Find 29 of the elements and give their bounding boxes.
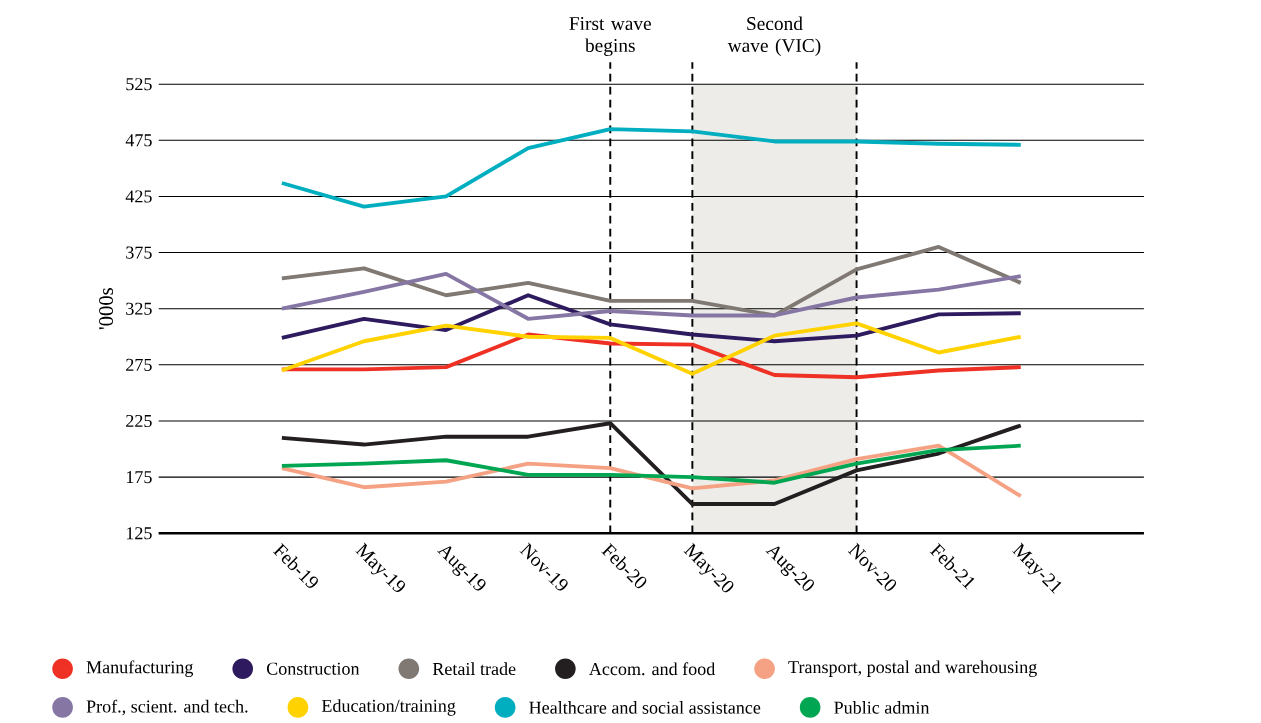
y-tick-label: 275 (126, 358, 152, 371)
legend-label: Retail trade (432, 662, 516, 676)
legend-label: Accom. and food (589, 662, 716, 676)
legend-label: Transport, postal and warehousing (788, 660, 1037, 677)
legend-label: Manufacturing (86, 660, 194, 678)
legend-label: Prof., scient. and tech. (86, 699, 248, 716)
y-tick-label: 225 (126, 414, 152, 428)
y-axis-title: '000s (99, 288, 114, 330)
line-series (279, 272, 1023, 321)
line-series (279, 321, 1023, 376)
y-tick-label: 125 (126, 527, 152, 540)
y-tick-label: 475 (125, 134, 152, 147)
line-series (279, 443, 1023, 485)
y-tick-label: 375 (126, 246, 152, 259)
legend-label: Construction (266, 662, 360, 675)
y-tick-label: 525 (126, 78, 152, 91)
ref-line-label: First wave begins (569, 17, 651, 56)
y-tick-label: 325 (126, 302, 152, 315)
line-series (279, 293, 1023, 344)
line-series (279, 443, 1023, 499)
legend-label: Healthcare and social assistance (529, 701, 761, 714)
y-tick-label: 175 (126, 471, 152, 484)
band-label: Second wave (VIC) (727, 16, 821, 57)
y-tick-label: 425 (125, 190, 152, 203)
legend-label: Education/training (321, 699, 456, 716)
line-series (279, 421, 1023, 507)
line-series (279, 127, 1023, 209)
line-series (279, 332, 1023, 380)
legend-label: Public admin (834, 701, 930, 714)
